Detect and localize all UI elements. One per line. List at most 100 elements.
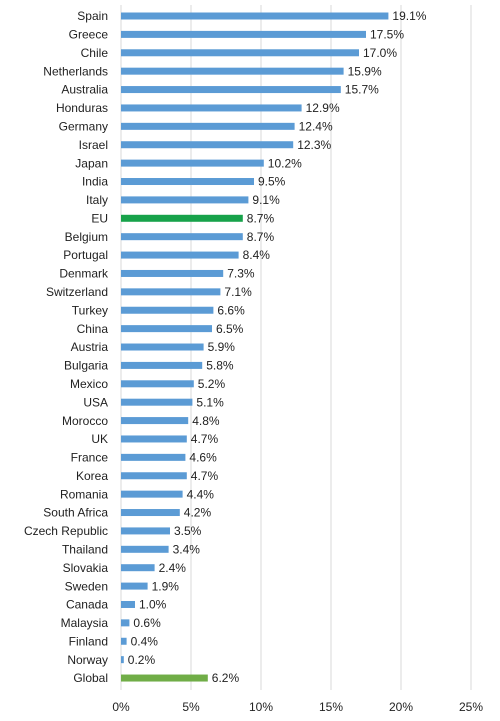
y-tick-label: Norway xyxy=(67,653,108,667)
y-tick-label: Malaysia xyxy=(61,616,109,630)
bar xyxy=(121,490,183,498)
bar xyxy=(121,674,208,682)
y-tick-label: Japan xyxy=(75,156,108,170)
bar xyxy=(121,269,224,277)
y-tick-label: Korea xyxy=(76,469,108,483)
y-tick-label: Bulgaria xyxy=(64,359,108,373)
value-label: 0.6% xyxy=(133,616,161,630)
value-label: 4.4% xyxy=(187,487,215,501)
value-label: 9.1% xyxy=(252,193,280,207)
y-tick-label: Switzerland xyxy=(46,285,108,299)
y-tick-label: UK xyxy=(91,432,108,446)
x-tick-label: 20% xyxy=(389,700,413,714)
bar xyxy=(121,509,180,517)
y-tick-label: Belgium xyxy=(65,230,108,244)
bar xyxy=(121,656,124,664)
y-tick-label: Turkey xyxy=(72,303,108,317)
x-tick-label: 25% xyxy=(459,700,483,714)
value-label: 19.1% xyxy=(392,9,426,23)
bar xyxy=(121,472,187,480)
y-tick-label: Finland xyxy=(69,634,108,648)
bar xyxy=(121,288,221,296)
bar xyxy=(121,306,214,314)
y-tick-label: India xyxy=(82,175,108,189)
value-label: 10.2% xyxy=(268,156,302,170)
bar xyxy=(121,435,187,443)
y-tick-label: China xyxy=(77,322,109,336)
value-label: 15.9% xyxy=(348,64,382,78)
bar xyxy=(121,251,239,259)
y-tick-label: Spain xyxy=(77,9,108,23)
value-label: 5.2% xyxy=(198,377,226,391)
bar xyxy=(121,159,264,167)
value-label: 8.7% xyxy=(247,230,275,244)
value-label: 12.4% xyxy=(299,120,333,134)
y-tick-label: Chile xyxy=(81,46,109,60)
bar xyxy=(121,178,254,186)
value-label: 8.4% xyxy=(243,248,271,262)
y-tick-label: Romania xyxy=(60,487,108,501)
bar xyxy=(121,582,148,590)
value-label: 0.2% xyxy=(128,653,156,667)
bar xyxy=(121,361,203,369)
value-label: 4.8% xyxy=(192,414,220,428)
y-tick-label: Global xyxy=(73,671,108,685)
y-tick-label: Honduras xyxy=(56,101,108,115)
y-tick-label: USA xyxy=(83,395,108,409)
y-tick-label: Germany xyxy=(59,120,108,134)
y-tick-label: Austria xyxy=(71,340,109,354)
y-tick-label: Israel xyxy=(79,138,108,152)
bar xyxy=(121,325,212,333)
value-label: 17.0% xyxy=(363,46,397,60)
value-label: 7.1% xyxy=(224,285,252,299)
y-tick-label: Portugal xyxy=(63,248,108,262)
bar xyxy=(121,67,344,75)
bar xyxy=(121,619,130,627)
value-label: 15.7% xyxy=(345,83,379,97)
bar xyxy=(121,141,294,149)
value-label: 1.9% xyxy=(152,579,180,593)
bar xyxy=(121,214,243,222)
y-tick-label: Italy xyxy=(86,193,108,207)
value-label: 3.5% xyxy=(174,524,202,538)
bar xyxy=(121,527,170,535)
bar xyxy=(121,122,295,130)
value-label: 6.5% xyxy=(216,322,244,336)
y-tick-label: Slovakia xyxy=(63,561,109,575)
y-tick-label: Thailand xyxy=(62,542,108,556)
value-label: 4.6% xyxy=(189,451,217,465)
x-tick-label: 15% xyxy=(319,700,343,714)
y-tick-label: Canada xyxy=(66,598,108,612)
value-label: 6.2% xyxy=(212,671,240,685)
value-label: 5.8% xyxy=(206,359,234,373)
bar xyxy=(121,343,204,351)
bar xyxy=(121,380,194,388)
y-tick-label: South Africa xyxy=(43,506,108,520)
value-label: 8.7% xyxy=(247,211,275,225)
value-label: 4.7% xyxy=(191,432,219,446)
y-tick-label: EU xyxy=(91,211,108,225)
value-label: 9.5% xyxy=(258,175,286,189)
value-label: 4.2% xyxy=(184,506,212,520)
value-label: 12.9% xyxy=(306,101,340,115)
y-tick-label: France xyxy=(71,451,109,465)
bar xyxy=(121,398,193,406)
y-tick-label: Morocco xyxy=(62,414,108,428)
y-tick-label: Netherlands xyxy=(43,64,108,78)
bar xyxy=(121,196,249,204)
y-tick-label: Sweden xyxy=(65,579,108,593)
value-label: 12.3% xyxy=(297,138,331,152)
bar xyxy=(121,12,389,20)
value-label: 3.4% xyxy=(173,542,201,556)
bar xyxy=(121,104,302,112)
x-tick-label: 0% xyxy=(112,700,130,714)
bar xyxy=(121,453,186,461)
bar xyxy=(121,49,359,57)
bar xyxy=(121,417,189,425)
y-tick-label: Denmark xyxy=(59,267,109,281)
value-label: 5.1% xyxy=(196,395,224,409)
value-label: 6.6% xyxy=(217,303,245,317)
y-tick-label: Greece xyxy=(69,28,109,42)
value-label: 2.4% xyxy=(159,561,187,575)
